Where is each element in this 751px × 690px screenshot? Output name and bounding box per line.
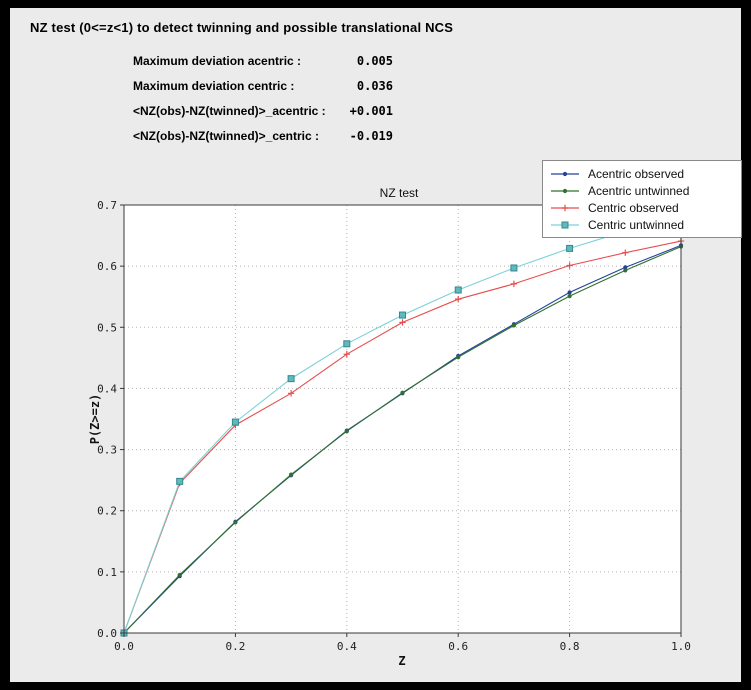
plot-area	[124, 205, 681, 633]
legend-sample-line	[551, 204, 579, 211]
stat-label: Maximum deviation centric :	[133, 79, 295, 93]
page-title: NZ test (0<=z<1) to detect twinning and …	[30, 20, 454, 35]
stat-label: <NZ(obs)-NZ(twinned)>_acentric :	[133, 104, 326, 118]
data-point	[456, 355, 461, 360]
y-tick-label: 0.1	[97, 566, 117, 579]
data-point	[233, 520, 238, 525]
content-panel: NZ test (0<=z<1) to detect twinning and …	[10, 8, 742, 682]
data-point	[400, 390, 405, 395]
data-point	[566, 262, 573, 269]
stat-value: +0.001	[349, 104, 393, 118]
data-point	[511, 323, 516, 328]
stat-label: <NZ(obs)-NZ(twinned)>_centric :	[133, 129, 320, 143]
y-tick-label: 0.4	[97, 382, 117, 395]
plot-canvas: 0.0 0.2 0.4 0.6 0.8 1.0 0.0 0.1 0.2 0.3 0.4 0.5 0.6 0…	[97, 199, 691, 653]
legend: Acentric observed Acentric untwinned Cen…	[542, 160, 742, 238]
data-point	[566, 244, 574, 252]
data-point	[343, 350, 350, 358]
data-point	[344, 429, 349, 434]
stat-row: Maximum deviation centric : 0.036	[133, 75, 433, 100]
y-tick-label: 0.5	[97, 321, 117, 334]
plot-frame	[123, 204, 682, 634]
stat-row: <NZ(obs)-NZ(twinned)>_acentric : +0.001	[133, 100, 433, 125]
data-point	[567, 290, 572, 295]
data-point	[567, 294, 572, 299]
y-tick-label: 0.0	[97, 627, 117, 640]
legend-label: Acentric observed	[588, 166, 685, 181]
data-point	[510, 264, 518, 272]
legend-item: Centric untwinned	[549, 216, 735, 233]
data-point	[510, 280, 518, 288]
data-point	[399, 311, 406, 319]
y-tick-label: 0.7	[97, 199, 117, 212]
x-tick-label: 0.2	[225, 640, 245, 653]
y-tick-label: 0.3	[97, 444, 117, 457]
x-tick-label: 0.4	[337, 640, 357, 653]
data-point	[561, 221, 569, 228]
stat-value: 0.005	[356, 54, 393, 68]
data-point	[399, 319, 406, 326]
legend-item: Centric observed	[549, 199, 735, 216]
legend-item: Acentric untwinned	[549, 182, 735, 199]
data-point	[176, 477, 184, 485]
x-axis-label: Z	[398, 654, 406, 668]
data-point	[561, 204, 569, 211]
stat-label: Maximum deviation acentric :	[133, 54, 302, 68]
stat-value: -0.019	[349, 129, 393, 143]
data-point	[287, 375, 295, 383]
data-point	[562, 171, 568, 176]
data-point	[623, 268, 628, 273]
legend-label: Acentric untwinned	[588, 183, 690, 198]
stat-value: 0.036	[356, 79, 393, 93]
x-tick-label: 0.6	[448, 640, 468, 653]
stat-row: <NZ(obs)-NZ(twinned)>_centric : -0.019	[133, 125, 433, 150]
legend-label: Centric untwinned	[588, 217, 685, 232]
legend-sample-line	[551, 188, 579, 193]
y-tick-label: 0.2	[97, 505, 117, 518]
data-point	[623, 265, 628, 270]
data-point	[562, 188, 568, 193]
x-tick-label: 0.0	[114, 640, 134, 653]
y-tick-label: 0.6	[97, 260, 117, 273]
data-point	[455, 295, 462, 303]
legend-item: Acentric observed	[549, 165, 735, 182]
legend-sample-line	[551, 171, 579, 176]
data-point	[454, 286, 462, 294]
data-point	[289, 472, 294, 477]
legend-sample-line	[551, 221, 579, 228]
stat-row: Maximum deviation acentric : 0.005	[133, 50, 433, 75]
data-point	[177, 572, 182, 578]
chart-title: NZ test	[379, 186, 419, 200]
stats-block: Maximum deviation acentric : 0.005 Maxim…	[133, 50, 433, 150]
data-point	[231, 418, 239, 426]
legend-label: Centric observed	[588, 200, 679, 215]
x-tick-label: 0.8	[560, 640, 580, 653]
data-point	[622, 249, 629, 256]
data-point	[343, 340, 351, 348]
data-point	[287, 390, 295, 397]
x-tick-label: 1.0	[671, 640, 691, 653]
